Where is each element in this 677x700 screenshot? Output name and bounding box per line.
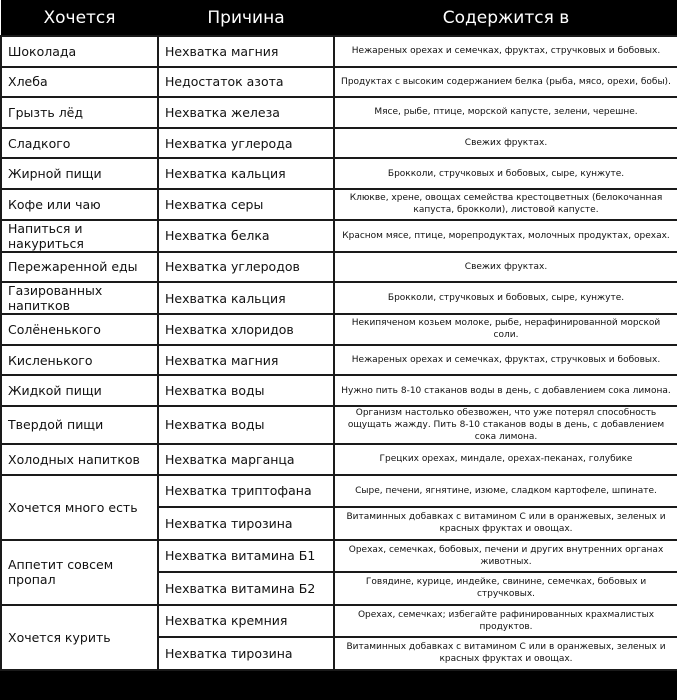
header-craving: Хочется xyxy=(1,0,158,36)
source-cell: Некипяченом козьем молоке, рыбе, нерафин… xyxy=(333,313,677,346)
table-row: Газированных напитков Нехватка кальция Бро… xyxy=(0,281,677,316)
source-cell: Свежих фруктах. xyxy=(333,250,677,284)
reason-cell: Нехватка магния xyxy=(157,35,335,68)
source-cell: Мясе, рыбе, птице, морской капусте, зеле… xyxy=(333,96,677,129)
table-row: Хочется курить Нехватка кремния Орехах, се… xyxy=(0,603,677,671)
table-row: Грызть лёд Нехватка железа Мясе, рыбе, пти… xyxy=(0,96,677,129)
source-cell: Нужно пить 8-10 стаканов воды в день, с … xyxy=(333,374,677,407)
craving-cell: Напиться и накуриться xyxy=(0,218,159,253)
source-cell: Свежих фруктах. xyxy=(333,126,677,160)
source-cell: Орехах, семечках, бобовых, печени и друг… xyxy=(333,538,677,574)
table-row: Кисленького Нехватка магния Нежареных орех… xyxy=(0,343,677,377)
table-row: Аппетит совсем пропал Нехватка витамина Б… xyxy=(0,538,677,606)
reason-cell: Нехватка триптофана xyxy=(157,473,335,509)
craving-cell: Газированных напитков xyxy=(0,281,159,316)
table-row: Пережаренной еды Нехватка углеродов Свежих… xyxy=(0,250,677,284)
craving-cell: Жидкой пищи xyxy=(0,374,159,407)
reason-cell: Нехватка углеродов xyxy=(157,250,335,284)
source-cell: Клюкве, хрене, овощах семейства крестоцв… xyxy=(333,187,677,221)
craving-cell: Хочется много есть xyxy=(0,473,159,541)
craving-cell: Солёненького xyxy=(0,313,159,346)
reason-cell: Нехватка серы xyxy=(157,187,335,221)
reason-cell: Нехватка кальция xyxy=(157,157,335,190)
table-row: Сладкого Нехватка углерода Свежих фруктах. xyxy=(0,126,677,160)
source-cell: Витаминных добавках с витамином С или в … xyxy=(333,636,677,671)
table-row: Напиться и накуриться Нехватка белка Красн… xyxy=(0,218,677,253)
craving-cell: Аппетит совсем пропал xyxy=(0,538,159,606)
craving-cell: Пережаренной еды xyxy=(0,250,159,284)
source-cell: Сыре, печени, ягнятине, изюме, сладком к… xyxy=(333,473,677,509)
header-row: Хочется Причина Содержится в xyxy=(1,0,677,36)
table-row: Нехватка витамина Б2 Говядине, курице, ин… xyxy=(1,571,677,606)
source-cell: Брокколи, стручковых и бобовых, сыре, ку… xyxy=(333,281,677,316)
source-cell: Брокколи, стручковых и бобовых, сыре, ку… xyxy=(333,157,677,190)
reason-cell: Нехватка воды xyxy=(157,404,335,445)
source-cell: Продуктах с высоким содержанием белка (р… xyxy=(333,65,677,99)
craving-cell: Кисленького xyxy=(0,343,159,377)
reason-cell: Нехватка воды xyxy=(157,374,335,407)
source-cell: Орехах, семечках; избегайте рафинированн… xyxy=(333,603,677,639)
table-row: Хлеба Недостаток азота Продуктах с высоким… xyxy=(0,65,677,99)
table-row: Хочется много есть Нехватка триптофана Сыр… xyxy=(0,473,677,541)
reason-cell: Нехватка марганца xyxy=(157,442,335,476)
reason-cell: Нехватка витамина Б2 xyxy=(157,571,335,606)
cravings-table: Хочется Причина Содержится в Шоколада Нех… xyxy=(0,0,677,671)
table-row: Жирной пищи Нехватка кальция Брокколи, стр… xyxy=(0,157,677,190)
table-row: Солёненького Нехватка хлоридов Некипяченом… xyxy=(0,313,677,346)
source-cell: Нежареных орехах и семечках, фруктах, ст… xyxy=(333,343,677,377)
source-cell: Организм настолько обезвожен, что уже по… xyxy=(333,404,677,445)
reason-cell: Нехватка белка xyxy=(157,218,335,253)
craving-cell: Твердой пищи xyxy=(0,404,159,445)
table-row: Твердой пищи Нехватка воды Организм настол… xyxy=(0,404,677,445)
table-row: Холодных напитков Нехватка марганца Грецки… xyxy=(0,442,677,476)
reason-cell: Нехватка углерода xyxy=(157,126,335,160)
reason-cell: Нехватка кальция xyxy=(157,281,335,316)
craving-cell: Шоколада xyxy=(0,35,159,68)
reason-cell: Нехватка кремния xyxy=(157,603,335,639)
craving-cell: Хлеба xyxy=(0,65,159,99)
reason-cell: Нехватка хлоридов xyxy=(157,313,335,346)
craving-cell: Холодных напитков xyxy=(0,442,159,476)
table-row: Нехватка тирозина Витаминных добавках с в… xyxy=(1,506,677,541)
craving-cell: Жирной пищи xyxy=(0,157,159,190)
table-row: Нехватка тирозина Витаминных добавках с в… xyxy=(1,636,677,671)
table-row: Жидкой пищи Нехватка воды Нужно пить 8-10 … xyxy=(0,374,677,407)
header-source: Содержится в xyxy=(334,0,677,36)
source-cell: Витаминных добавках с витамином С или в … xyxy=(333,506,677,541)
table-row: Шоколада Нехватка магния Нежареных орехах … xyxy=(0,35,677,68)
craving-cell: Хочется курить xyxy=(0,603,159,671)
source-cell: Грецких орехах, миндале, орехах-пеканах,… xyxy=(333,442,677,476)
reason-cell: Нехватка тирозина xyxy=(157,506,335,541)
source-cell: Красном мясе, птице, морепродуктах, моло… xyxy=(333,218,677,253)
reason-cell: Нехватка железа xyxy=(157,96,335,129)
source-cell: Говядине, курице, индейке, свинине, семе… xyxy=(333,571,677,606)
header-reason: Причина xyxy=(158,0,334,36)
craving-cell: Кофе или чаю xyxy=(0,187,159,221)
reason-cell: Нехватка магния xyxy=(157,343,335,377)
table-row: Кофе или чаю Нехватка серы Клюкве, хрене, … xyxy=(0,187,677,221)
reason-cell: Недостаток азота xyxy=(157,65,335,99)
reason-cell: Нехватка тирозина xyxy=(157,636,335,671)
craving-cell: Сладкого xyxy=(0,126,159,160)
source-cell: Нежареных орехах и семечках, фруктах, ст… xyxy=(333,35,677,68)
craving-cell: Грызть лёд xyxy=(0,96,159,129)
reason-cell: Нехватка витамина Б1 xyxy=(157,538,335,574)
